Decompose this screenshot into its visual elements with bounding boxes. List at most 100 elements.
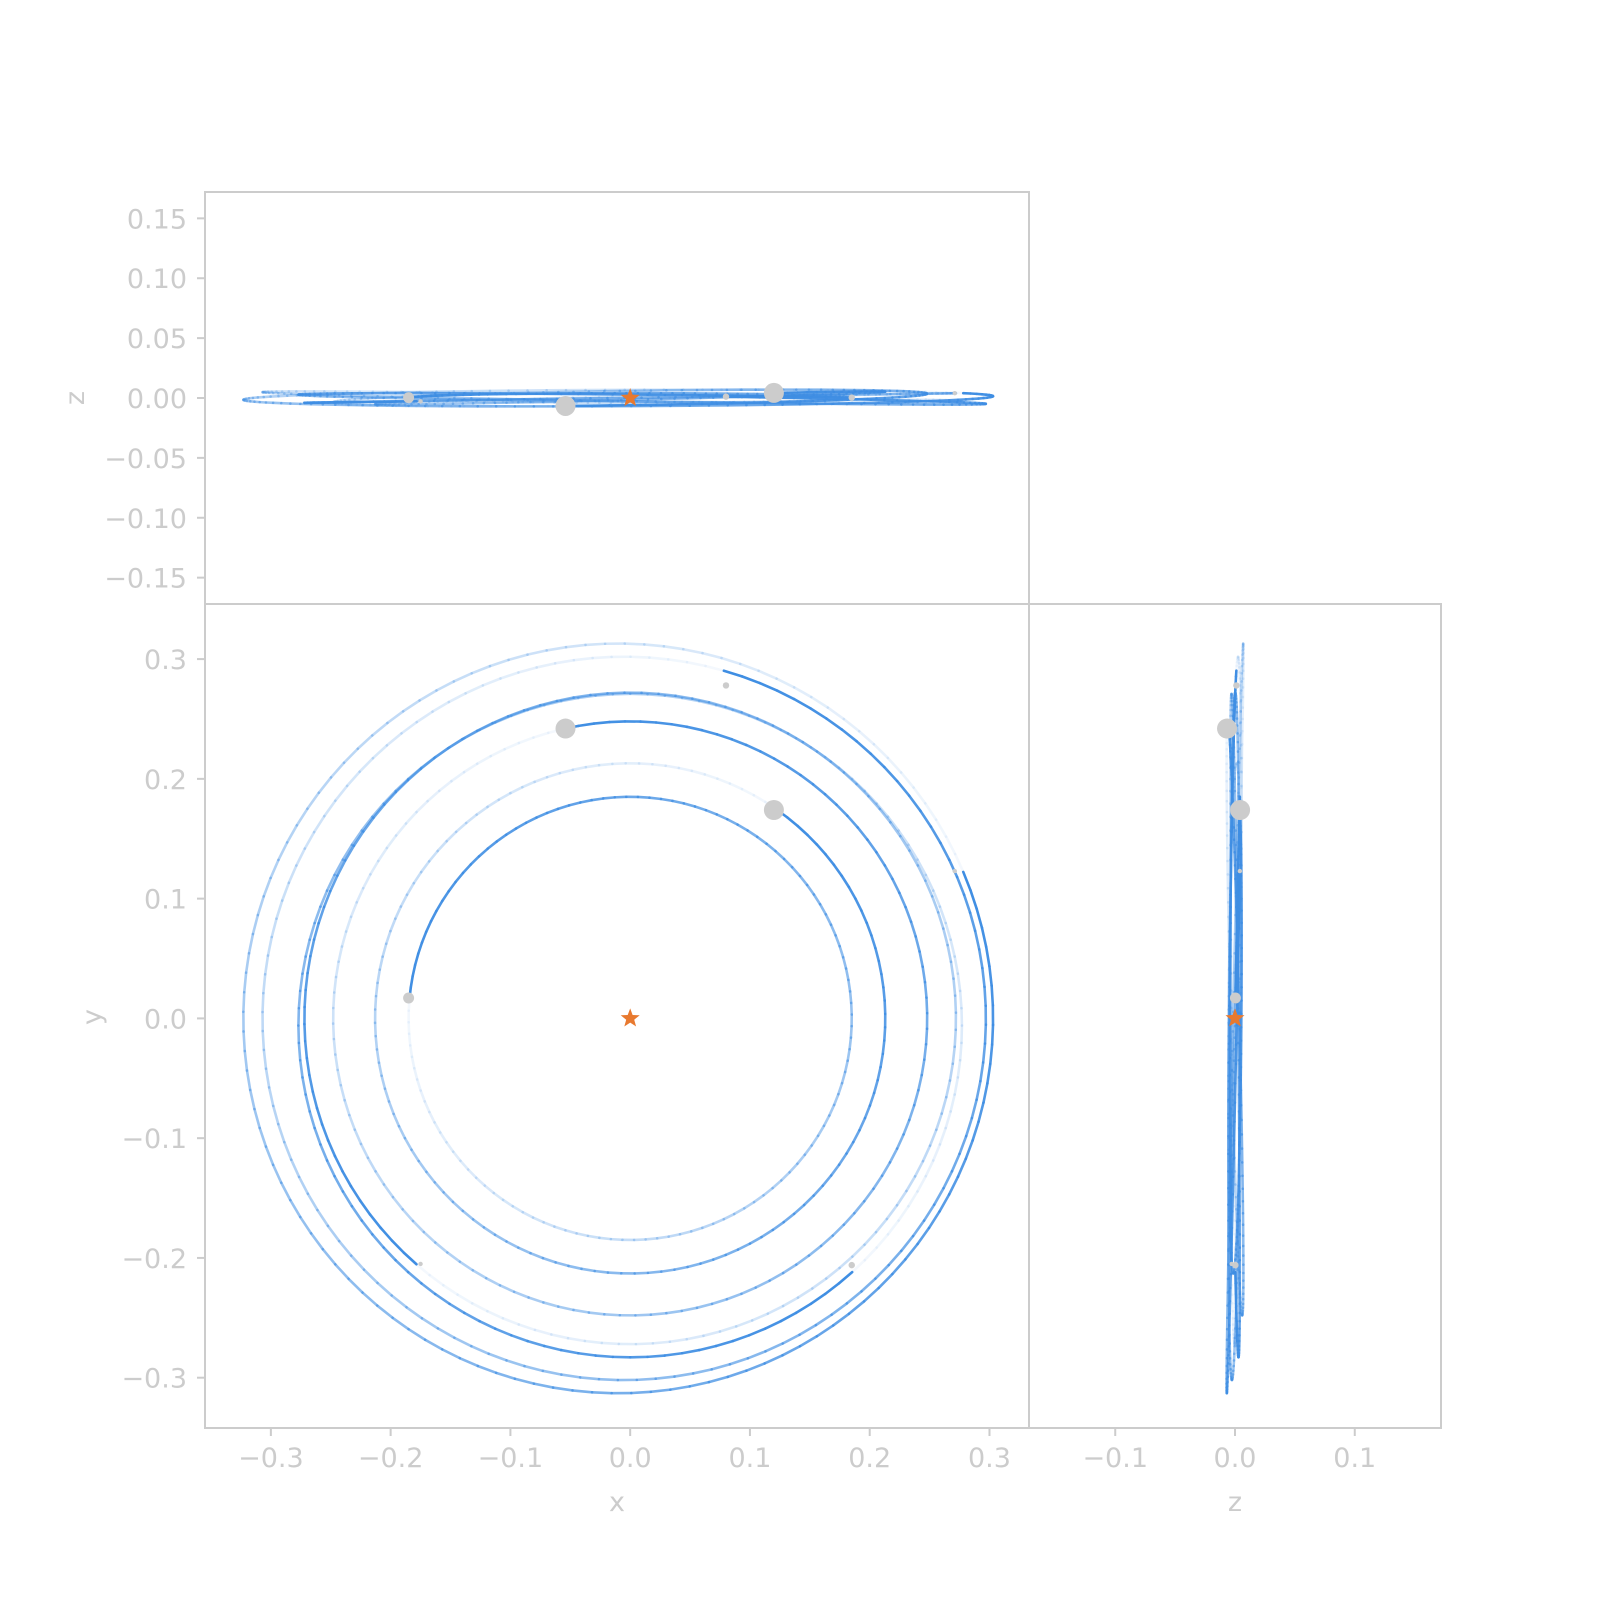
orbit-trail-segment: [440, 1348, 462, 1360]
orbit-trail-segment: [417, 1159, 428, 1174]
orbit-trail-segment: [682, 802, 697, 808]
star-marker: [620, 1008, 640, 1027]
orbit-trail-segment: [356, 734, 374, 751]
orbit-trail-segment: [725, 1292, 743, 1301]
orbit-trail-segment: [891, 1258, 907, 1276]
orbit-trail-segment: [262, 1048, 268, 1071]
orbit-trail-segment: [454, 871, 465, 884]
orbit-trail-segment: [977, 1101, 985, 1124]
orbit-trail-segment: [247, 932, 255, 955]
orbit-trail-segment: [277, 841, 289, 862]
orbit-trail-segment: [504, 827, 518, 837]
orbit-trail-segment: [764, 1342, 785, 1353]
orbit-trail-segment: [297, 1041, 302, 1062]
orbit-trail-segment: [334, 960, 340, 979]
orbit-trail-segment: [529, 1251, 545, 1260]
orbit-trail-segment: [380, 1074, 387, 1091]
orbit-trail-segment: [919, 809, 933, 829]
orbit-trail-segment: [270, 917, 278, 939]
orbit-trail-segment: [838, 944, 845, 959]
orbit-trail-segment: [264, 1145, 275, 1167]
y-tick-label: −0.3: [121, 1364, 187, 1395]
orbit-trail-segment: [732, 1207, 746, 1216]
orbit-trail-segment: [909, 920, 917, 938]
orbit-trail-segment: [412, 1066, 419, 1081]
orbit-trail-segment: [304, 938, 312, 958]
orbit-trail-segment: [347, 1277, 364, 1294]
orbit-trail-segment: [358, 1199, 372, 1216]
orbit-trail-segment: [986, 1062, 992, 1085]
orbit-trail-segment: [824, 913, 833, 927]
orbit-trail-segment: [922, 1203, 936, 1222]
orbit-trail-segment: [609, 1237, 624, 1242]
orbit-trail-segment: [842, 1211, 856, 1227]
orbit-trail-segment: [602, 1312, 622, 1317]
orbit-trail-segment: [674, 694, 694, 700]
orbit-trail-segment: [360, 1219, 374, 1236]
orbit-trail-segment: [554, 1261, 570, 1268]
orbit-trail-segment: [715, 733, 734, 741]
orbit-trail-segment: [924, 1159, 935, 1178]
orbit-trail-segment: [471, 1268, 488, 1280]
orbit-trail-segment: [782, 1212, 796, 1224]
orbit-trail-segment: [336, 859, 347, 877]
orbit-trail-segment: [438, 1131, 448, 1144]
orbit-trail-segment: [487, 1352, 508, 1362]
orbit-trail-segment: [422, 1230, 437, 1244]
orbit-trail-segment: [475, 805, 489, 816]
orbit-trail-segment: [837, 1152, 848, 1167]
orbit-trail-segment: [266, 935, 274, 957]
orbit-trail-segment: [825, 717, 844, 731]
planet-marker: [763, 800, 784, 820]
orbit-trail-segment: [550, 1333, 570, 1340]
orbit-trail-segment: [898, 834, 911, 852]
orbit-trail-segment: [597, 1377, 620, 1382]
orbit-trail-segment: [944, 835, 957, 856]
orbit-trail-segment: [261, 1029, 266, 1052]
orbit-trail-segment: [242, 1030, 247, 1053]
orbit-trail-segment: [359, 1142, 370, 1160]
orbit-trail-segment: [420, 1282, 437, 1296]
orbit-trail-segment: [771, 724, 790, 735]
orbit-trail-segment: [575, 1232, 590, 1238]
orbit-trail-segment: [592, 720, 611, 725]
orbit-trail-segment: [343, 844, 356, 862]
orbit-trail-segment: [665, 1309, 684, 1315]
orbit-trail-segment: [646, 1354, 667, 1359]
y-tick-label: 0.05: [127, 324, 187, 355]
orbit-trail-segment: [317, 905, 326, 925]
orbit-trail-segment: [424, 919, 433, 934]
orbit-trail-segment: [394, 778, 410, 794]
orbit-trail-segment: [953, 955, 960, 975]
orbit-trail-segment: [406, 1270, 423, 1285]
orbit-trail-segment: [659, 797, 674, 803]
orbit-trail-segment: [497, 791, 512, 802]
orbit-trail-segment: [298, 1215, 313, 1235]
orbit-trail-segment: [842, 717, 861, 733]
x-tick-label: 0.1: [728, 1443, 771, 1474]
orbit-trail-segment: [745, 1362, 766, 1372]
orbit-trail-segment: [532, 731, 550, 739]
orbit-trail-segment: [815, 1324, 835, 1338]
orbit-trail-segment: [333, 1174, 345, 1193]
orbit-trail-segment: [869, 752, 886, 769]
orbit-trail-segment: [953, 1028, 958, 1049]
orbit-trail-segment: [811, 783, 827, 796]
orbit-trail-segment: [542, 1301, 560, 1308]
orbit-trail-segment: [931, 1143, 942, 1162]
orbit-trail-segment: [524, 816, 538, 825]
orbit-trail-segment: [418, 689, 438, 702]
orbit-trail-segment: [303, 1022, 307, 1043]
orbit-trail-segment: [863, 1230, 878, 1246]
orbit-trail-segment: [752, 793, 767, 804]
orbit-trail-segment: [710, 1297, 729, 1306]
orbit-trail-segment: [659, 1268, 676, 1273]
orbit-trail-segment: [495, 833, 508, 843]
orbit-trail-segment: [412, 870, 423, 885]
orbit-trail-segment: [313, 905, 322, 925]
orbit-trail-segment: [750, 1312, 770, 1322]
orbit-trail-segment: [722, 1212, 736, 1221]
orbit-trail-segment: [262, 973, 267, 995]
orbit-trail-segment: [701, 651, 723, 660]
orbit-trail-segment: [942, 1169, 954, 1190]
